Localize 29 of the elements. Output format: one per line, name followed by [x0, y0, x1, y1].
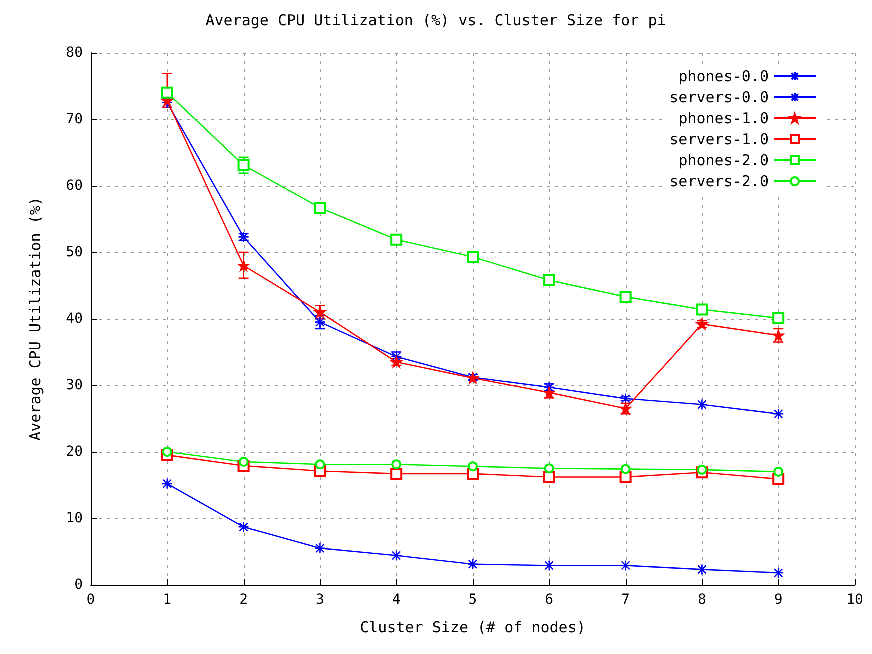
y-tick-label: 30 [66, 378, 83, 394]
x-tick-label: 6 [545, 592, 554, 608]
chart-title: Average CPU Utilization (%) vs. Cluster Size for pi [206, 12, 666, 30]
x-tick-label: 2 [240, 592, 248, 608]
x-tick-label: 0 [86, 592, 96, 608]
y-tick-label: 0 [74, 577, 83, 593]
y-tick-label: 70 [66, 112, 83, 128]
x-tick-label: 7 [622, 592, 630, 608]
y-tick-label: 60 [66, 178, 83, 194]
x-tick-label: 3 [316, 592, 324, 608]
x-axis-title: Cluster Size (# of nodes) [360, 618, 586, 636]
y-tick-label: 50 [66, 244, 83, 260]
legend-label: phones-2.0 [678, 152, 769, 170]
legend-label: phones-0.0 [678, 68, 769, 86]
y-tick-label: 10 [66, 510, 83, 526]
x-tick-label: 9 [774, 592, 783, 608]
legend-label: servers-2.0 [670, 172, 769, 190]
x-tick-label: 4 [392, 592, 401, 608]
x-tick-label: 10 [846, 592, 864, 608]
y-tick-label: 80 [66, 45, 83, 61]
legend-label: servers-0.0 [670, 88, 769, 106]
y-tick-label: 40 [66, 311, 83, 327]
legend-label: phones-1.0 [678, 110, 769, 128]
x-tick-label: 8 [698, 592, 706, 608]
legend-label: servers-1.0 [670, 130, 769, 148]
y-axis-title: Average CPU Utilization (%) [26, 197, 44, 441]
x-tick-label: 1 [163, 592, 172, 608]
x-tick-label: 5 [468, 592, 478, 608]
y-tick-label: 20 [66, 444, 83, 460]
